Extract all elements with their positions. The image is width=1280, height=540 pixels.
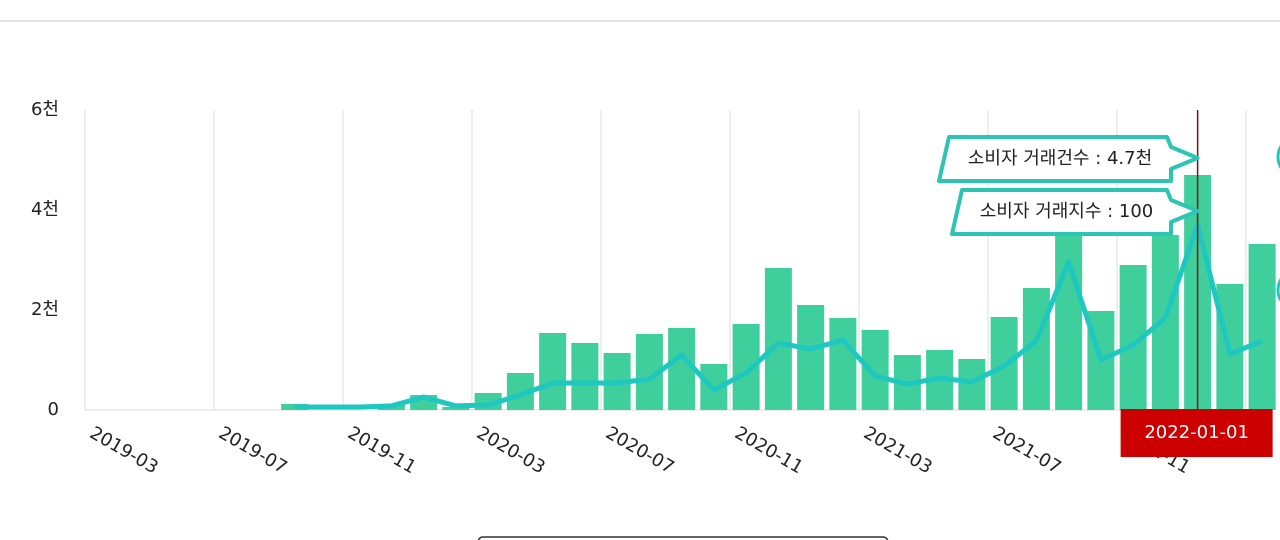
- y-tick-label: 0: [48, 399, 59, 420]
- tooltip-text: 소비자 거래건수 : 4.7천: [968, 148, 1152, 169]
- x-tick-label: 2021-03: [860, 422, 936, 478]
- side-icon: [1276, 145, 1280, 169]
- x-tick-label: 2021-07: [989, 422, 1065, 478]
- bar: [797, 305, 825, 410]
- cursor-label: 2022-01-01: [1144, 422, 1249, 443]
- x-tick-label: 2019-11: [344, 422, 420, 478]
- button-edge: [477, 536, 889, 540]
- tooltip-text: 소비자 거래지수 : 100: [980, 201, 1154, 222]
- x-tick-label: 2020-03: [473, 422, 549, 478]
- bar: [668, 328, 696, 410]
- tooltip-box: [950, 188, 1200, 236]
- x-tick-label: 2020-11: [731, 422, 807, 478]
- bar: [1248, 244, 1276, 410]
- bar: [442, 407, 470, 410]
- y-tick-label: 6천: [31, 99, 59, 120]
- side-icon: [1276, 278, 1280, 302]
- cursor-label-bg: [1120, 409, 1273, 457]
- bar: [829, 318, 857, 410]
- y-tick-label: 4천: [31, 199, 59, 220]
- line: [294, 222, 1264, 410]
- y-tick-label: 2천: [31, 299, 59, 320]
- tooltip-box: [937, 135, 1200, 183]
- bar: [539, 333, 567, 410]
- bar: [571, 343, 599, 410]
- bar: [1151, 235, 1179, 410]
- bar: [764, 268, 792, 410]
- x-tick-label: 2019-07: [215, 422, 291, 478]
- bar: [1055, 228, 1083, 410]
- x-tick-label: 2020-07: [602, 422, 678, 478]
- x-tick-label: 2019-03: [86, 422, 162, 478]
- bar: [861, 330, 889, 410]
